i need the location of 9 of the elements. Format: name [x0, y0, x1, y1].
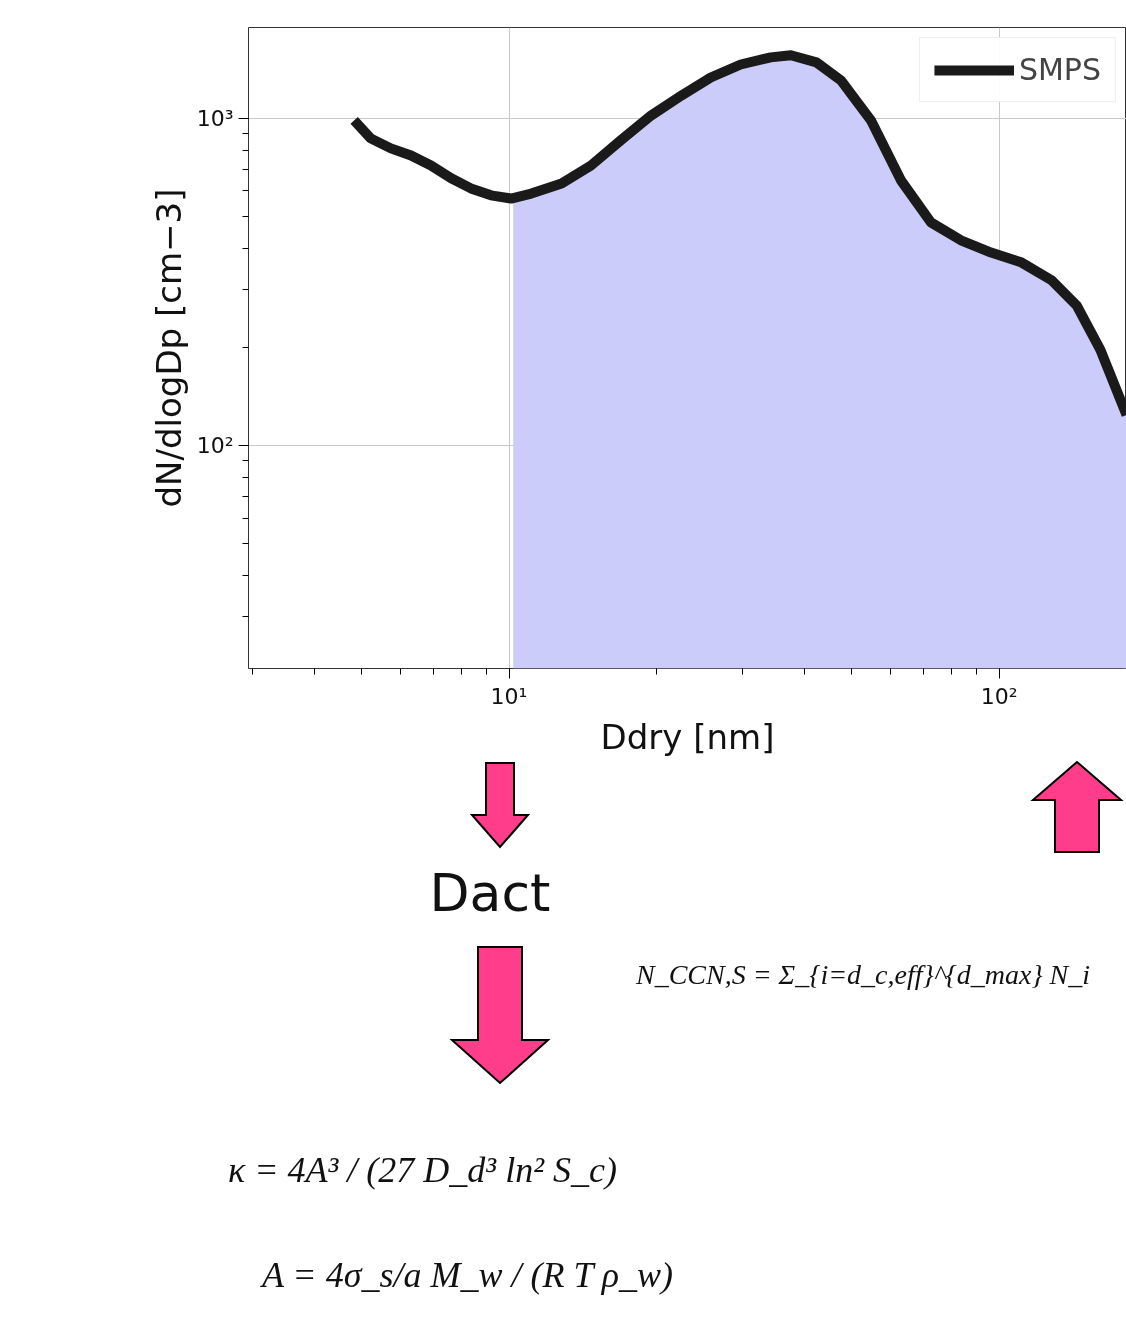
x-tick-label: 10¹ [490, 683, 528, 709]
y-tick-label: 10³ [196, 105, 234, 131]
text: κ = 4A³ / (27 D_d³ ln² S_c) [228, 1150, 617, 1190]
text: A = 4σ_s/a M_w / (R T ρ_w) [262, 1255, 674, 1295]
legend-label: SMPS [1018, 52, 1101, 87]
text: Dact [428, 863, 552, 923]
text: N_CCN,S = Σ_{i=d_c,eff}^{d_max} N_i [636, 959, 1091, 990]
x-axis-title: Ddry [nm] [600, 716, 775, 757]
y-axis-title: dN/dlogDp [cm−3] [148, 188, 189, 508]
